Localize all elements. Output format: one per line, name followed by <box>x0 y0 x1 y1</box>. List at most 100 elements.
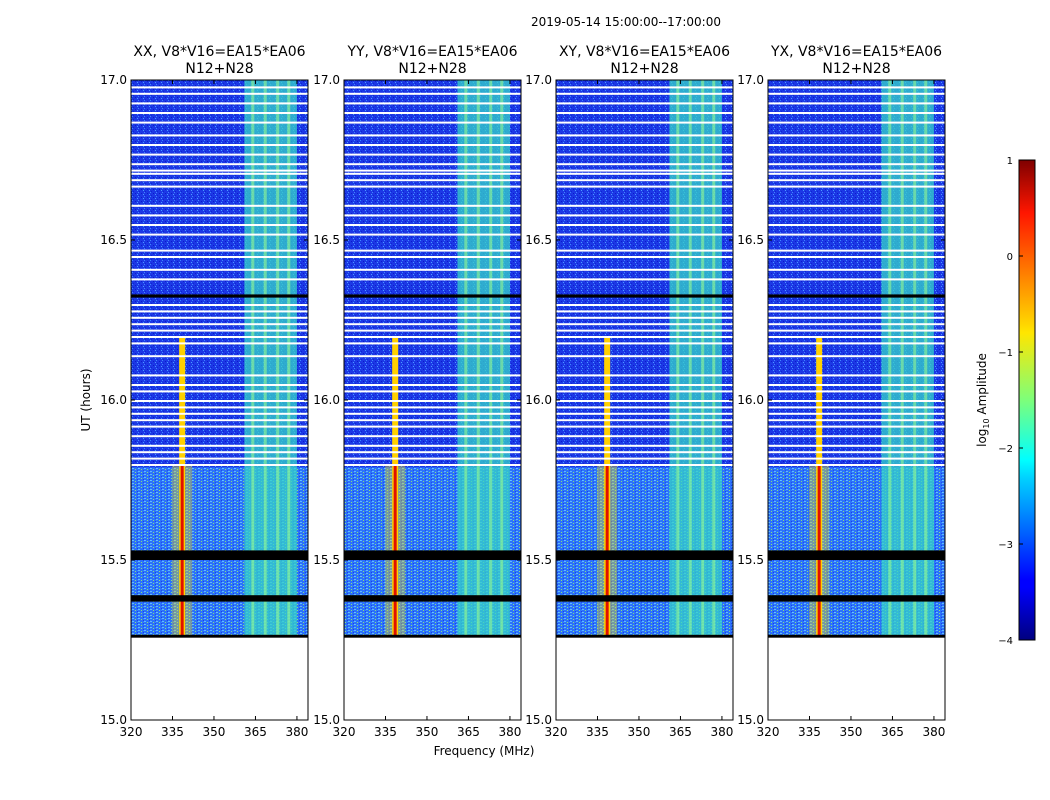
y-tick-label: 15.0 <box>313 713 340 727</box>
flag-line <box>131 425 308 428</box>
flag-line <box>768 310 945 313</box>
flag-line <box>768 425 945 428</box>
flag-line <box>344 425 521 428</box>
empty-region <box>556 637 733 720</box>
panel-title-line1: YY, V8*V16=EA15*EA06 <box>346 44 517 60</box>
flag-line <box>131 134 308 137</box>
flag-line <box>344 256 521 258</box>
flag-line <box>556 323 733 326</box>
flag-line <box>768 457 945 460</box>
flag-line <box>344 444 521 447</box>
panel-heatmap <box>556 80 733 720</box>
flag-line <box>131 278 308 281</box>
y-tick-label: 15.5 <box>737 553 764 567</box>
flag-line <box>556 102 733 105</box>
x-tick-label: 380 <box>285 725 308 739</box>
panel-title-line1: XX, V8*V16=EA15*EA06 <box>133 44 305 60</box>
flag-line <box>768 204 945 207</box>
flag-line <box>556 224 733 226</box>
flag-line <box>344 144 521 146</box>
flag-line <box>556 316 733 319</box>
y-tick-label: 17.0 <box>525 73 552 87</box>
x-tick-label: 365 <box>881 725 904 739</box>
flag-line <box>768 92 945 95</box>
y-tick-label: 16.5 <box>525 233 552 247</box>
flag-line <box>556 172 733 175</box>
flag-line <box>344 169 521 172</box>
x-tick-label: 335 <box>798 725 821 739</box>
flag-line <box>768 214 945 217</box>
flag-line <box>344 249 521 252</box>
flag-line <box>131 342 308 345</box>
flag-line <box>556 144 733 146</box>
flag-line <box>344 374 521 377</box>
flag-line <box>131 451 308 454</box>
flag-line <box>768 419 945 422</box>
flag-line <box>344 163 521 166</box>
data-start-edge <box>131 634 308 638</box>
flag-line <box>344 112 521 114</box>
band-stripe <box>287 80 291 637</box>
flag-line <box>131 86 308 89</box>
flag-line <box>556 390 733 393</box>
flag-line <box>131 256 308 258</box>
flag-line <box>344 185 521 188</box>
flag-line <box>556 249 733 252</box>
flag-line <box>131 406 308 409</box>
flag-line <box>344 400 521 402</box>
y-tick-label: 16.5 <box>313 233 340 247</box>
panel-title-line1: YX, V8*V16=EA15*EA06 <box>770 44 942 60</box>
empty-region <box>344 637 521 720</box>
colorbar-tick-label: 0 <box>1007 252 1013 263</box>
flag-line <box>131 163 308 166</box>
blank-row <box>768 550 945 560</box>
flag-line <box>556 169 733 172</box>
y-tick-label: 15.5 <box>525 553 552 567</box>
blank-row <box>344 550 521 560</box>
flag-line <box>556 451 733 454</box>
band-stripe <box>712 80 716 637</box>
flag-line <box>344 214 521 217</box>
colorbar-ticks: 1 0 −1 −2 −3 −4 <box>998 156 1023 647</box>
flag-line <box>344 86 521 89</box>
flag-line <box>131 214 308 217</box>
flag-line <box>768 153 945 156</box>
band-stripe <box>464 80 468 637</box>
flag-line <box>344 412 521 415</box>
flag-line <box>131 185 308 188</box>
flag-line <box>131 435 308 438</box>
flag-line <box>131 323 308 326</box>
x-tick-label: 320 <box>757 725 780 739</box>
flag-line <box>131 153 308 156</box>
flag-line <box>556 92 733 95</box>
band-stripe <box>476 80 480 637</box>
flag-line <box>344 310 521 313</box>
flag-line <box>556 233 733 236</box>
flag-line <box>768 374 945 377</box>
y-tick-label: 16.0 <box>100 393 127 407</box>
band-stripe <box>924 80 928 637</box>
flag-line <box>768 268 945 271</box>
flag-line <box>768 112 945 114</box>
colorbar-tick-label: −4 <box>998 636 1013 647</box>
blank-row <box>556 550 733 560</box>
colorbar-tick-label: 1 <box>1007 156 1013 167</box>
flag-line <box>131 316 308 319</box>
blank-row <box>344 595 521 602</box>
flag-line <box>768 172 945 175</box>
flag-line <box>556 329 733 332</box>
x-tick-label: 335 <box>161 725 184 739</box>
y-tick-label: 15.0 <box>525 713 552 727</box>
flag-line <box>768 464 945 466</box>
flag-line <box>768 144 945 146</box>
flag-line <box>131 268 308 271</box>
flag-line <box>131 412 308 415</box>
y-tick-label: 16.0 <box>313 393 340 407</box>
band-stripe <box>688 80 692 637</box>
panel-title-line2: N12+N28 <box>610 61 678 77</box>
flag-line <box>768 444 945 447</box>
band-stripe <box>500 80 504 637</box>
flag-line <box>131 419 308 422</box>
